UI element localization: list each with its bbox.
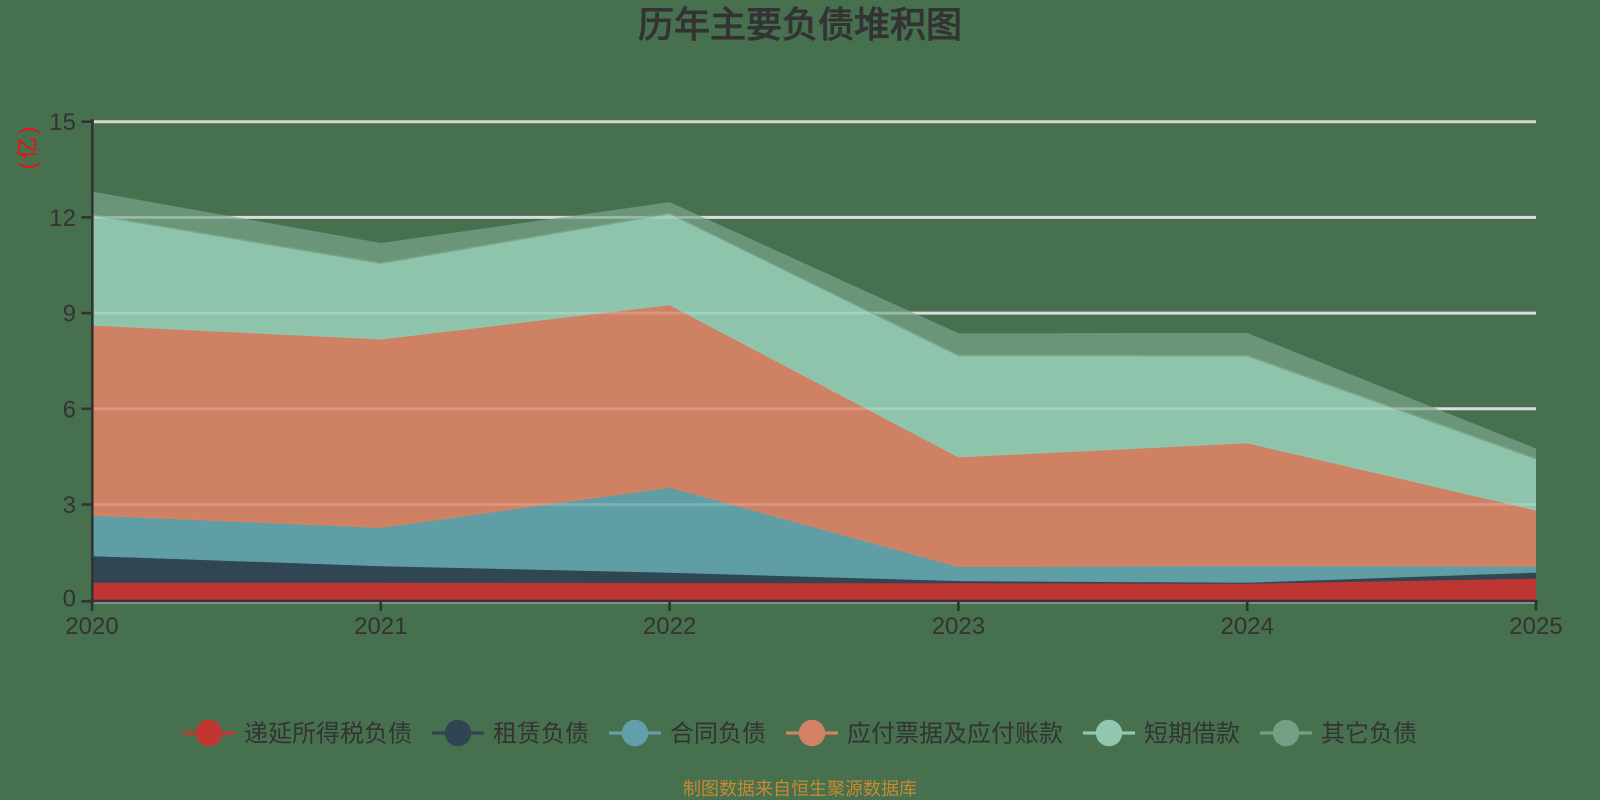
svg-text:2025: 2025: [1509, 613, 1562, 640]
svg-text:(亿): (亿): [15, 124, 40, 170]
svg-text:短期借款: 短期借款: [1144, 721, 1240, 748]
svg-text:15: 15: [49, 109, 76, 136]
svg-text:9: 9: [63, 301, 76, 328]
svg-text:递延所得税负债: 递延所得税负债: [244, 721, 412, 748]
svg-text:制图数据来自恒生聚源数据库: 制图数据来自恒生聚源数据库: [683, 779, 917, 799]
svg-text:2021: 2021: [354, 613, 407, 640]
svg-text:6: 6: [63, 396, 76, 423]
svg-text:12: 12: [49, 205, 76, 232]
svg-text:历年主要负债堆积图: 历年主要负债堆积图: [638, 4, 962, 45]
svg-text:合同负债: 合同负债: [670, 721, 766, 748]
svg-text:租赁负债: 租赁负债: [493, 721, 589, 748]
svg-text:2023: 2023: [932, 613, 985, 640]
svg-text:应付票据及应付账款: 应付票据及应付账款: [847, 721, 1063, 748]
svg-text:其它负债: 其它负债: [1321, 721, 1417, 748]
svg-text:0: 0: [63, 585, 76, 612]
svg-text:3: 3: [63, 492, 76, 519]
svg-text:2022: 2022: [643, 613, 696, 640]
svg-text:2024: 2024: [1221, 613, 1274, 640]
svg-text:2020: 2020: [65, 613, 118, 640]
